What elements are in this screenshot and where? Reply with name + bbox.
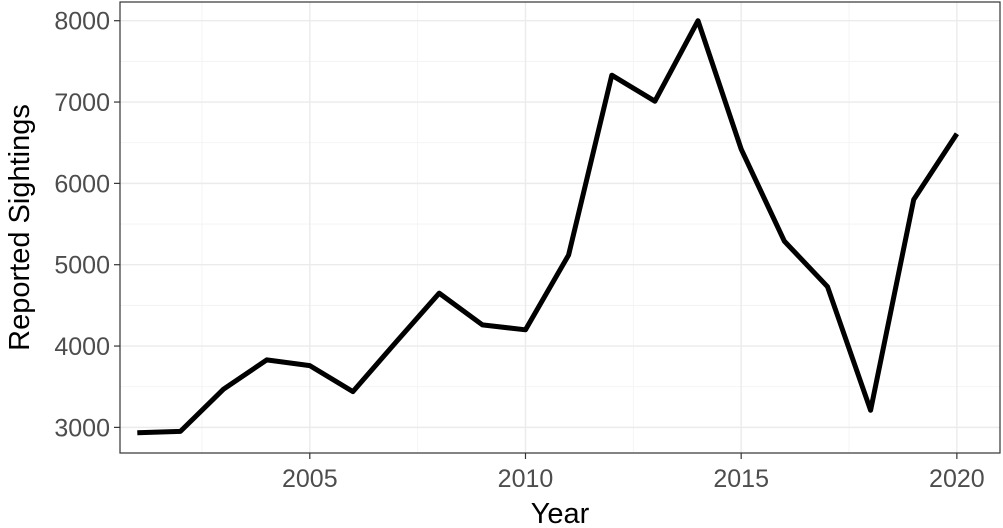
y-tick-label: 8000 — [54, 8, 110, 36]
x-tick-label: 2010 — [498, 465, 554, 493]
sightings-series-line — [137, 18, 959, 436]
y-tick-label: 5000 — [54, 252, 110, 280]
y-axis-title: Reported Sightings — [4, 104, 36, 351]
axis-ticks: 2005 2010 2015 2020 3000 4000 5000 6000 7000 8000 — [54, 8, 984, 493]
gridlines — [120, 2, 1000, 453]
x-tick-label: 2015 — [713, 465, 769, 493]
y-tick-label: 4000 — [54, 333, 110, 361]
x-tick-label: 2005 — [282, 465, 338, 493]
series-line-group — [137, 18, 959, 436]
x-tick-label: 2020 — [929, 465, 985, 493]
y-tick-label: 6000 — [54, 170, 110, 198]
x-axis-title: Year — [531, 498, 590, 528]
panel-border — [119, 1, 1001, 454]
y-tick-label: 7000 — [54, 89, 110, 117]
y-tick-label: 3000 — [54, 414, 110, 442]
